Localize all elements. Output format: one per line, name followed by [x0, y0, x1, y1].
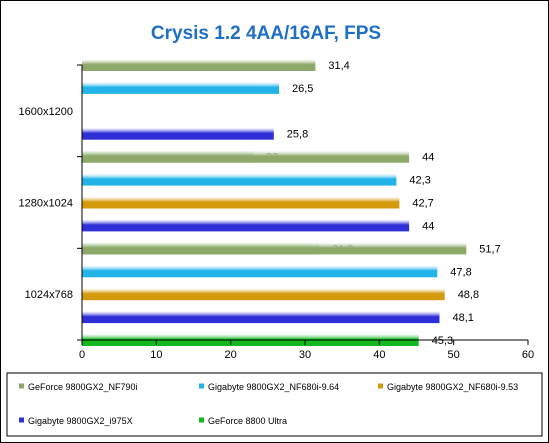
legend-label: Gigabyte 9800GX2_i975X [28, 416, 133, 426]
x-tick-label: 20 [225, 349, 237, 361]
legend-label: GeForce 9800GX2_NF790i [28, 382, 138, 392]
bar-1024x768-s0 [82, 242, 467, 255]
x-tick-label: 10 [150, 349, 162, 361]
bar-1600x1200-s0 [82, 59, 316, 71]
x-tick-label: 50 [448, 349, 460, 361]
bar-1280x1024-s1 [82, 173, 397, 186]
bar-1280x1024-s0 [82, 150, 410, 163]
bar-1280x1024-s2 [82, 196, 400, 209]
chart-title: Crysis 1.2 4AA/16AF, FPS [151, 23, 381, 44]
legend-box [6, 372, 543, 437]
legend-swatch [19, 417, 24, 423]
bar-1600x1200-s1 [82, 81, 279, 94]
x-tick-label: 30 [299, 349, 311, 361]
data-label: 47,8 [450, 266, 471, 278]
legend: GeForce 9800GX2_NF790i Gigabyte 9800GX2_N… [6, 372, 543, 437]
x-tick-label: 60 [522, 349, 534, 361]
data-label: 48,1 [453, 312, 474, 324]
axes-group: 0 10 20 30 40 50 60 [77, 64, 534, 361]
bars-group: 31,426,525,8231600x12004442,342,74431,91… [19, 59, 501, 347]
legend-label: Gigabyte 9800GX2_NF680i-9.53 [387, 382, 518, 392]
x-tick-label: 0 [79, 349, 85, 361]
legend-swatch [199, 383, 204, 389]
bar-1600x1200-s3 [82, 127, 274, 140]
category-label: 1600x1200 [19, 106, 73, 118]
bar-1024x768-s2 [82, 288, 445, 301]
category-label: 1024x768 [25, 289, 73, 301]
legend-label: GeForce 8800 Ultra [208, 416, 287, 426]
data-label: 42,3 [409, 175, 430, 187]
data-label: 42,7 [412, 198, 433, 210]
data-label: 48,8 [458, 289, 479, 301]
bar-1024x768-s1 [82, 265, 438, 278]
data-label: 45,3 [432, 335, 453, 347]
category-label: 1280x1024 [19, 198, 73, 210]
legend-swatch [199, 417, 204, 423]
data-label: 44 [422, 152, 434, 164]
legend-label: Gigabyte 9800GX2_NF680i-9.64 [208, 382, 339, 392]
data-label: 25,8 [287, 129, 308, 141]
data-label: 26,5 [292, 83, 313, 95]
data-label: 51,7 [479, 243, 500, 255]
x-tick-label: 40 [373, 349, 385, 361]
bar-1280x1024-s3 [82, 219, 410, 232]
bar-1024x768-s3 [82, 311, 440, 324]
data-label: 31,4 [328, 60, 349, 72]
data-label: 44 [422, 220, 434, 232]
legend-swatch [19, 383, 24, 389]
legend-swatch [378, 383, 383, 389]
